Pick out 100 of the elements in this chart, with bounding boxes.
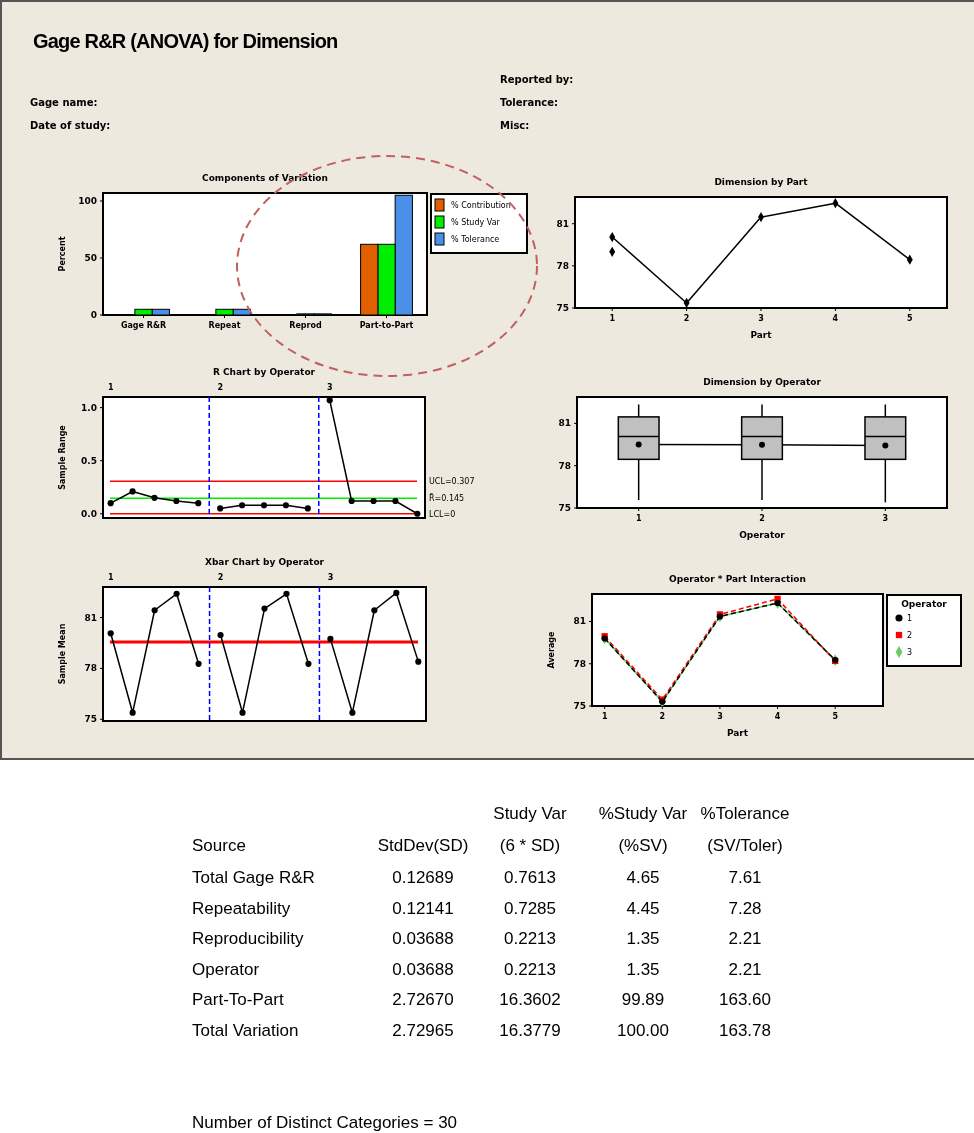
data-label: 0.2213 xyxy=(504,929,556,949)
data-label: 1.35 xyxy=(626,929,660,949)
x-tick-label: 1 xyxy=(609,314,616,323)
x-tick-label: 5 xyxy=(832,712,839,721)
data-label: 2.21 xyxy=(728,959,762,979)
category-label: Total Gage R&R xyxy=(192,868,315,887)
category-label: Operator xyxy=(192,959,260,979)
text: StdDev(SD) xyxy=(377,836,469,855)
y-tick-label: 75 xyxy=(556,303,569,313)
x-axis-title: Operator xyxy=(739,530,786,540)
category-label: Part-To-Part xyxy=(192,990,284,1010)
x-tick-label: 1 xyxy=(635,514,642,523)
text: Tolerance: xyxy=(500,97,559,108)
data-label: 0.7613 xyxy=(504,868,556,887)
y-tick-label: 0.5 xyxy=(81,455,97,466)
text: %Tolerance (SV/Toler) xyxy=(700,804,790,855)
x-tick-label: 2 xyxy=(683,314,690,323)
x-tick-label: Gage R&R xyxy=(120,321,167,330)
legend-label: % Tolerance xyxy=(451,235,500,244)
x-tick-label: 4 xyxy=(774,712,781,721)
data-label: 99.89 xyxy=(621,990,665,1010)
data-label: 163.78 xyxy=(719,1021,771,1040)
category-label: Repeatability xyxy=(192,898,291,918)
text: Number of Distinct Categories = 30 xyxy=(192,1113,458,1132)
y-tick-label: 81 xyxy=(556,218,569,229)
data-label: 7.61 xyxy=(728,868,762,887)
data-label: 16.3779 xyxy=(499,1021,561,1040)
chart-title: Operator * Part Interaction xyxy=(669,574,806,584)
text: Study Var (6 * SD) xyxy=(493,804,568,855)
data-label: 0.12689 xyxy=(392,868,454,887)
legend-label: 3 xyxy=(907,648,913,657)
data-label: 0.03688 xyxy=(392,959,454,979)
text: Misc: xyxy=(500,120,530,131)
x-tick-label: 2 xyxy=(217,383,223,392)
x-tick-label: 1 xyxy=(107,383,114,392)
y-axis-title: Average xyxy=(547,630,556,669)
y-tick-label: 75 xyxy=(573,701,586,711)
category-label: Total Variation xyxy=(192,1021,299,1040)
data-label: 0.03688 xyxy=(392,929,454,949)
y-tick-label: 78 xyxy=(558,460,571,471)
ref-line-label: UCL=0.307 xyxy=(429,477,475,487)
data-label: 7.28 xyxy=(728,898,762,918)
x-tick-label: Repeat xyxy=(208,321,241,330)
data-label: 2.72670 xyxy=(392,990,454,1010)
chart-title: Dimension by Part xyxy=(714,177,809,187)
x-tick-label: 4 xyxy=(832,314,839,323)
category-label: Reproducibility xyxy=(192,929,304,949)
data-label: 2.21 xyxy=(728,929,762,949)
legend-label: 2 xyxy=(907,631,913,640)
data-label: 0.7285 xyxy=(504,898,556,918)
x-tick-label: 1 xyxy=(107,573,114,582)
y-tick-label: 75 xyxy=(84,714,97,725)
text: Reported by: xyxy=(500,74,574,85)
x-tick-label: 3 xyxy=(882,514,889,523)
text: %Study Var (%SV) xyxy=(598,804,688,855)
y-tick-label: 78 xyxy=(556,260,569,271)
data-label: 1.35 xyxy=(626,959,660,979)
x-axis-title: Part xyxy=(726,728,749,738)
ref-line-label: LCL=0 xyxy=(429,509,456,519)
text: Gage R&R (ANOVA) for Dimension xyxy=(33,30,338,52)
chart-title: Components of Variation xyxy=(202,173,328,183)
y-axis-title: Sample Mean xyxy=(58,623,67,685)
x-tick-label: 3 xyxy=(327,573,334,582)
y-tick-label: 78 xyxy=(84,663,97,674)
chart-title: Xbar Chart by Operator xyxy=(204,557,325,567)
text: Source xyxy=(192,836,246,855)
ref-line-label: R̄=0.145 xyxy=(429,492,465,504)
y-tick-label: 50 xyxy=(84,252,97,263)
x-tick-label: 2 xyxy=(217,573,224,582)
data-label: 4.65 xyxy=(626,868,660,887)
data-label: 100.00 xyxy=(617,1021,669,1040)
legend-label: 1 xyxy=(907,614,913,623)
y-tick-label: 100 xyxy=(78,195,97,206)
x-tick-label: 2 xyxy=(659,712,666,721)
y-tick-label: 78 xyxy=(573,658,586,669)
x-tick-label: 3 xyxy=(758,314,764,323)
data-label: 4.45 xyxy=(626,898,660,918)
text: Gage name: xyxy=(30,97,98,108)
x-tick-label: 5 xyxy=(907,314,914,323)
y-tick-label: 75 xyxy=(558,503,571,513)
legend-label: % Contribution xyxy=(451,201,511,210)
x-tick-label: Reprod xyxy=(289,321,323,330)
text: Date of study: xyxy=(30,120,111,131)
y-tick-label: 0 xyxy=(90,310,97,320)
y-tick-label: 81 xyxy=(84,612,97,623)
y-tick-label: 81 xyxy=(573,616,586,627)
y-tick-label: 0.0 xyxy=(81,508,97,519)
y-axis-title: Percent xyxy=(58,236,67,272)
data-label: 2.72965 xyxy=(392,1021,454,1040)
y-tick-label: 1.0 xyxy=(81,402,97,413)
legend-label: % Study Var xyxy=(451,218,501,227)
x-tick-label: 3 xyxy=(717,712,723,721)
legend-title: Operator xyxy=(901,599,948,609)
x-tick-label: 1 xyxy=(601,712,608,721)
y-axis-title: Sample Range xyxy=(58,424,67,490)
data-label: 0.12141 xyxy=(392,898,454,918)
chart-title: R Chart by Operator xyxy=(212,367,316,377)
chart-title: Dimension by Operator xyxy=(703,377,822,387)
data-label: 0.2213 xyxy=(504,959,556,979)
x-tick-label: 3 xyxy=(326,383,333,392)
